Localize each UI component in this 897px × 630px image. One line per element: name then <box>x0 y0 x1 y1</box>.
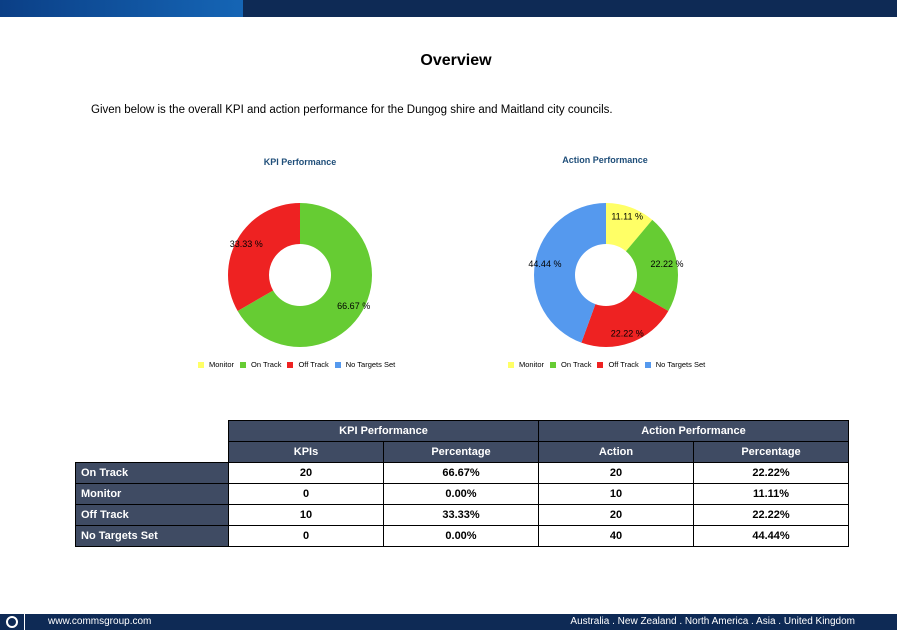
legend-label: Off Track <box>298 360 329 369</box>
table-row: No Targets Set 0 0.00% 40 44.44% <box>75 525 849 547</box>
legend-item: Monitor <box>508 360 544 369</box>
kpi-donut-chart: 66.67 % 33.33 % <box>228 203 372 347</box>
legend-item: On Track <box>240 360 281 369</box>
table-cell: 40 <box>538 525 694 547</box>
table-cell: 11.11% <box>693 483 849 505</box>
slice-data-label: 66.67 % <box>337 301 370 311</box>
action-chart-legend: Monitor On Track Off Track No Targets Set <box>508 360 711 369</box>
legend-label: Off Track <box>608 360 639 369</box>
table-cell: 0.00% <box>383 525 539 547</box>
table-cell: 22.22% <box>693 504 849 526</box>
donut-slice-off-track <box>581 290 669 347</box>
row-label: Off Track <box>75 504 229 526</box>
table-row: Monitor 0 0.00% 10 11.11% <box>75 483 849 505</box>
kpi-chart-title: KPI Performance <box>263 157 337 167</box>
table-cell: 0 <box>228 483 384 505</box>
table-cell: 22.22% <box>693 462 849 484</box>
action-chart-title: Action Performance <box>562 155 648 165</box>
kpi-chart-legend: Monitor On Track Off Track No Targets Set <box>198 360 401 369</box>
table-row: On Track 20 66.67% 20 22.22% <box>75 462 849 484</box>
donut-slice-no-targets-set <box>534 203 606 343</box>
legend-item: Monitor <box>198 360 234 369</box>
donut-slice-on-track <box>237 203 372 347</box>
performance-table: KPI Performance Action Performance KPIs … <box>75 420 849 547</box>
slice-data-label: 11.11 % <box>611 212 643 222</box>
table-cell: 44.44% <box>693 525 849 547</box>
table-cell: 20 <box>538 504 694 526</box>
table-cell: 0.00% <box>383 483 539 505</box>
donut-slice-off-track <box>228 203 300 311</box>
table-cell: 66.67% <box>383 462 539 484</box>
action-performance-header: Action Performance <box>538 420 849 442</box>
row-label: No Targets Set <box>75 525 229 547</box>
legend-item: Off Track <box>597 360 639 369</box>
logo-icon <box>6 616 18 628</box>
legend-swatch <box>334 361 341 368</box>
kpis-column-header: KPIs <box>228 441 384 463</box>
donut-slice-monitor <box>606 203 653 252</box>
row-label: On Track <box>75 462 229 484</box>
top-banner <box>0 0 897 17</box>
legend-label: No Targets Set <box>345 360 396 369</box>
legend-swatch <box>550 361 557 368</box>
legend-swatch <box>198 361 204 368</box>
footer-logo <box>0 614 25 630</box>
footer-regions: Australia . New Zealand . North America … <box>570 616 855 627</box>
table-cell: 33.33% <box>383 504 539 526</box>
table-cell: 20 <box>228 462 384 484</box>
footer-url[interactable]: www.commsgroup.com <box>48 616 152 627</box>
legend-label: On Track <box>251 360 282 369</box>
legend-swatch <box>597 361 604 368</box>
legend-label: Monitor <box>209 360 235 369</box>
legend-item: No Targets Set <box>644 360 706 369</box>
legend-item: On Track <box>550 360 591 369</box>
table-corner <box>75 441 229 463</box>
action-percentage-column-header: Percentage <box>693 441 849 463</box>
table-row: Off Track 10 33.33% 20 22.22% <box>75 504 849 526</box>
legend-swatch <box>287 361 294 368</box>
legend-swatch <box>508 361 514 368</box>
page-title: Overview <box>420 52 492 69</box>
footer-bar: www.commsgroup.com Australia . New Zeala… <box>0 614 897 630</box>
slice-data-label: 22.22 % <box>611 328 644 338</box>
kpi-percentage-column-header: Percentage <box>383 441 539 463</box>
table-corner <box>75 420 229 442</box>
table-cell: 20 <box>538 462 694 484</box>
slice-data-label: 33.33 % <box>230 239 263 249</box>
legend-item: Off Track <box>287 360 329 369</box>
legend-swatch <box>240 361 247 368</box>
slice-data-label: 22.22 % <box>651 259 684 269</box>
legend-label: Monitor <box>519 360 545 369</box>
table-cell: 10 <box>538 483 694 505</box>
table-cell: 0 <box>228 525 384 547</box>
donut-slice-on-track <box>625 219 678 311</box>
intro-text: Given below is the overall KPI and actio… <box>91 104 613 116</box>
action-donut-chart: 11.11 % 22.22 % 22.22 % 44.44 % <box>528 203 684 347</box>
action-column-header: Action <box>538 441 694 463</box>
legend-label: On Track <box>561 360 592 369</box>
row-label: Monitor <box>75 483 229 505</box>
kpi-performance-header: KPI Performance <box>228 420 539 442</box>
slice-data-label: 44.44 % <box>528 259 561 269</box>
table-cell: 10 <box>228 504 384 526</box>
legend-swatch <box>644 361 651 368</box>
top-banner-accent <box>0 0 243 17</box>
legend-label: No Targets Set <box>655 360 706 369</box>
legend-item: No Targets Set <box>334 360 396 369</box>
